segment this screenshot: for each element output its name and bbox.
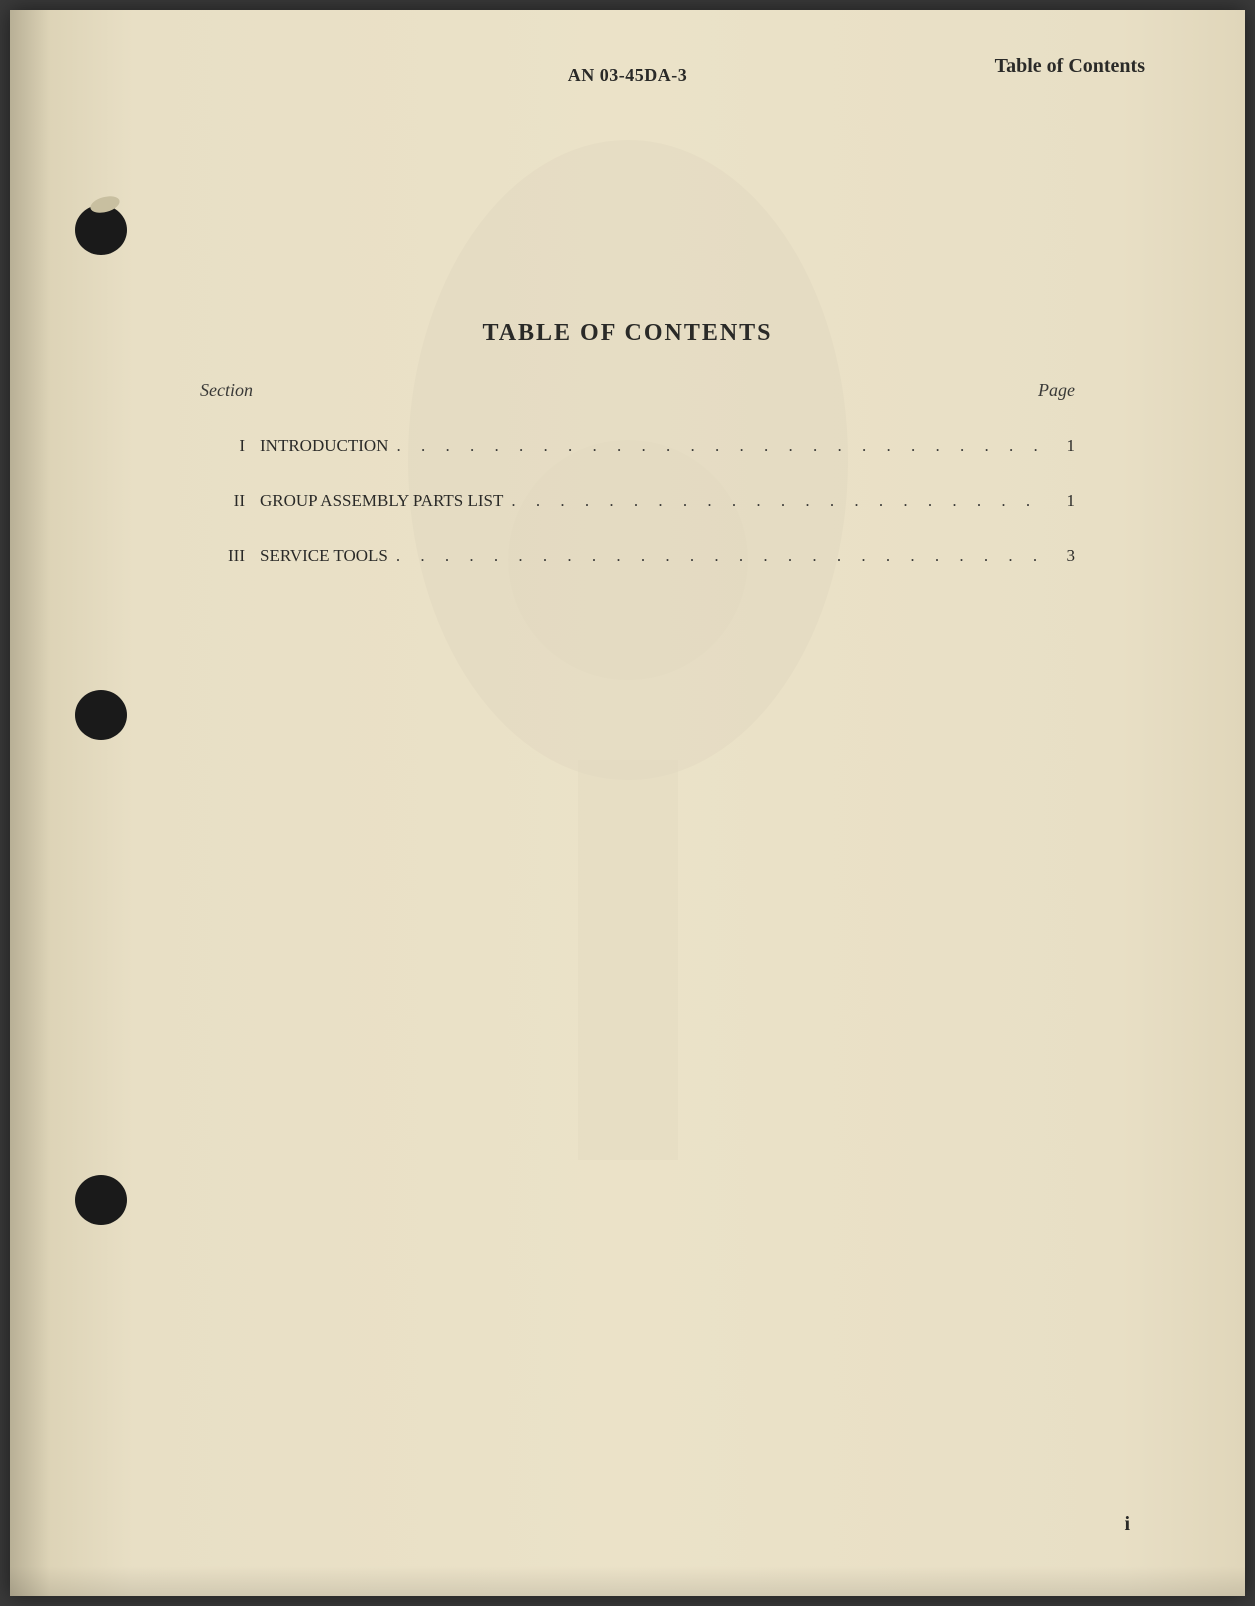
toc-entry: I INTRODUCTION . . . . . . . . . . . . .… — [200, 436, 1075, 456]
page-header-label: Table of Contents — [995, 55, 1145, 78]
toc-entry-title: GROUP ASSEMBLY PARTS LIST — [260, 491, 503, 511]
toc-header: Section Page — [200, 380, 1075, 401]
toc-entry-page: 3 — [1045, 546, 1075, 566]
toc-entry-page: 1 — [1045, 436, 1075, 456]
toc-entry-number: I — [200, 436, 260, 456]
punch-hole — [75, 205, 127, 255]
toc-page-label: Page — [1038, 380, 1075, 401]
toc-entry: II GROUP ASSEMBLY PARTS LIST . . . . . .… — [200, 491, 1075, 511]
edge-shadow — [10, 1566, 1245, 1596]
page-number: i — [1124, 1513, 1130, 1536]
toc-dots: . . . . . . . . . . . . . . . . . . . . … — [388, 436, 1045, 456]
toc-entry: III SERVICE TOOLS . . . . . . . . . . . … — [200, 546, 1075, 566]
table-of-contents: Section Page I INTRODUCTION . . . . . . … — [200, 380, 1075, 601]
punch-hole — [75, 1175, 127, 1225]
edge-shadow — [10, 10, 50, 1596]
document-code: AN 03-45DA-3 — [568, 65, 687, 86]
watermark-bleed — [378, 110, 878, 1310]
toc-entry-page: 1 — [1045, 491, 1075, 511]
toc-entry-title: INTRODUCTION — [260, 436, 388, 456]
toc-dots: . . . . . . . . . . . . . . . . . . . . … — [388, 546, 1045, 566]
toc-entry-number: II — [200, 491, 260, 511]
page-title: TABLE OF CONTENTS — [482, 320, 772, 347]
toc-entry-title: SERVICE TOOLS — [260, 546, 388, 566]
document-page: AN 03-45DA-3 Table of Contents TABLE OF … — [10, 10, 1245, 1596]
toc-dots: . . . . . . . . . . . . . . . . . . . . … — [503, 491, 1045, 511]
punch-hole — [75, 690, 127, 740]
page-background: AN 03-45DA-3 Table of Contents TABLE OF … — [10, 10, 1245, 1596]
toc-entry-number: III — [200, 546, 260, 566]
toc-section-label: Section — [200, 380, 253, 401]
